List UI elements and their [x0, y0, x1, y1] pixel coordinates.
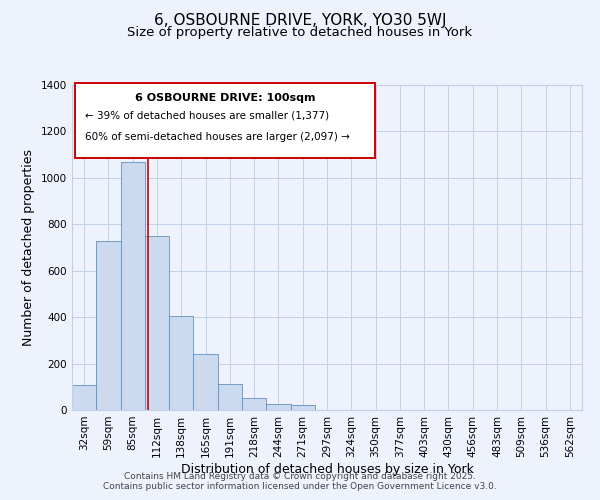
Bar — [242, 398, 266, 410]
Text: 6, OSBOURNE DRIVE, YORK, YO30 5WJ: 6, OSBOURNE DRIVE, YORK, YO30 5WJ — [154, 12, 446, 28]
Text: Contains HM Land Registry data © Crown copyright and database right 2025.: Contains HM Land Registry data © Crown c… — [124, 472, 476, 481]
Text: Size of property relative to detached houses in York: Size of property relative to detached ho… — [127, 26, 473, 39]
Text: 6 OSBOURNE DRIVE: 100sqm: 6 OSBOURNE DRIVE: 100sqm — [135, 93, 315, 103]
X-axis label: Distribution of detached houses by size in York: Distribution of detached houses by size … — [181, 462, 473, 475]
Bar — [121, 162, 145, 410]
Bar — [96, 240, 121, 410]
Bar — [193, 354, 218, 410]
Bar — [266, 404, 290, 410]
Text: ← 39% of detached houses are smaller (1,377): ← 39% of detached houses are smaller (1,… — [85, 111, 329, 121]
FancyBboxPatch shape — [74, 84, 376, 158]
Text: Contains public sector information licensed under the Open Government Licence v3: Contains public sector information licen… — [103, 482, 497, 491]
Text: 60% of semi-detached houses are larger (2,097) →: 60% of semi-detached houses are larger (… — [85, 132, 350, 142]
Bar — [72, 385, 96, 410]
Bar — [145, 236, 169, 410]
Bar — [169, 316, 193, 410]
Y-axis label: Number of detached properties: Number of detached properties — [22, 149, 35, 346]
Bar — [218, 384, 242, 410]
Bar — [290, 405, 315, 410]
